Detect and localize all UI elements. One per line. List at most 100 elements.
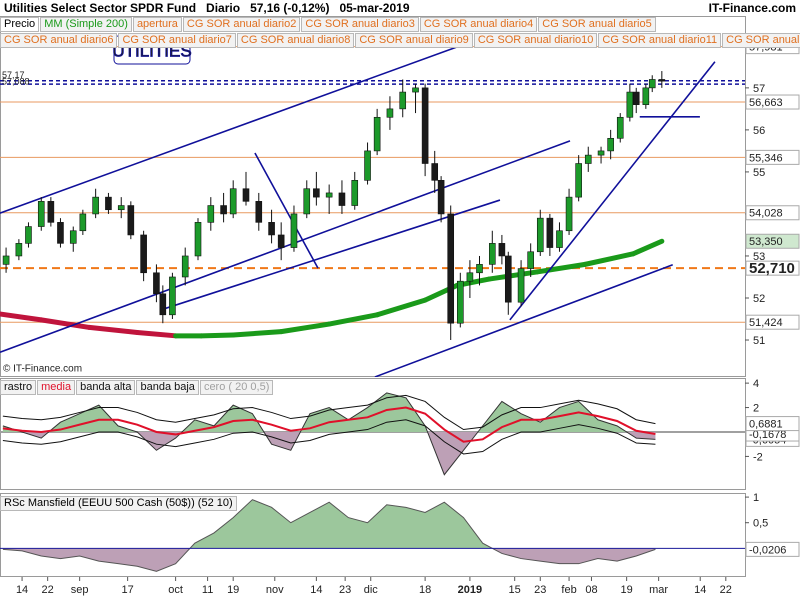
value-label: -0,0206 xyxy=(749,544,786,556)
x-tick-label: mar xyxy=(649,584,668,596)
x-tick-label: dic xyxy=(364,584,379,596)
x-tick-label: feb xyxy=(561,584,576,596)
candle-body xyxy=(642,87,650,105)
legend-item: CG SOR anual diario8 xyxy=(236,33,355,48)
candle-body xyxy=(229,188,237,215)
candle-body xyxy=(194,222,202,257)
ma-segment xyxy=(582,251,636,267)
candle-body xyxy=(457,280,464,324)
candle-body xyxy=(159,293,167,316)
candle-body xyxy=(351,180,359,206)
legend-item: MM (Simple 200) xyxy=(40,17,132,32)
candle-body xyxy=(584,154,592,164)
candle-body xyxy=(386,108,394,118)
x-tick-label: 17 xyxy=(122,584,134,596)
ma-segment xyxy=(38,317,92,330)
trend-line xyxy=(0,45,461,214)
value-label-box xyxy=(745,205,800,221)
legend-item: CG SOR anual diario2 xyxy=(182,17,301,32)
ma-segment xyxy=(486,269,540,282)
candle-body xyxy=(69,230,77,244)
legend-item: CG SOR anual diario10 xyxy=(473,33,598,48)
candle-body xyxy=(338,192,346,206)
period: Diario xyxy=(206,1,241,15)
trend-line xyxy=(254,152,319,269)
value-label-box xyxy=(745,94,800,110)
candle-body xyxy=(632,91,640,105)
x-tick-label: oct xyxy=(168,584,183,596)
area-negative xyxy=(2,548,656,572)
brand: IT-Finance.com xyxy=(708,1,796,15)
candle-body xyxy=(117,205,125,211)
candle-body xyxy=(325,192,333,198)
candle-body xyxy=(207,205,215,223)
area-positive xyxy=(2,499,656,549)
candle-body xyxy=(488,243,496,265)
value-label: 0,6881 xyxy=(749,418,783,430)
candle-body xyxy=(546,217,554,248)
candle-body xyxy=(47,201,55,223)
x-tick-label: 2019 xyxy=(458,584,482,596)
candle-body xyxy=(648,79,656,89)
candle-body xyxy=(437,180,445,215)
ma-segment xyxy=(534,261,588,275)
candle-body xyxy=(140,234,147,274)
value-label: 51,424 xyxy=(749,317,783,329)
ma-segment xyxy=(134,329,179,339)
candle-body xyxy=(527,251,534,269)
candle-body xyxy=(412,87,419,93)
x-tick-label: sep xyxy=(71,584,89,596)
candle-body xyxy=(92,196,99,215)
legend-item: banda alta xyxy=(76,380,136,395)
ref-label: 57,17 xyxy=(2,70,25,80)
value-label: -0,1678 xyxy=(749,429,786,441)
trend-line xyxy=(374,264,673,377)
y-tick-label: 52 xyxy=(753,293,765,305)
candle-body xyxy=(565,196,573,232)
x-tick-label: 18 xyxy=(419,584,431,596)
trend-line xyxy=(159,199,501,311)
ma-segment xyxy=(198,332,236,339)
y-tick-label: 1 xyxy=(753,492,759,504)
series-line xyxy=(2,394,656,431)
candle-body xyxy=(25,226,32,244)
legend-row: RSc Mansfield (EEUU 500 Cash (50$)) (52 … xyxy=(0,496,238,511)
legend-item: CG SOR anual diario11 xyxy=(598,33,722,48)
x-tick-label: nov xyxy=(266,584,284,596)
legend-row: Precio MM (Simple 200) apertura CG SOR anua… xyxy=(0,17,657,32)
value-label-box xyxy=(745,260,800,276)
title: Utilities Select Sector SPDR Fund xyxy=(4,1,197,15)
y-tick-label: 4 xyxy=(753,378,759,390)
x-tick-label: 14 xyxy=(16,584,28,596)
candle-body xyxy=(277,234,285,248)
candle-body xyxy=(153,272,160,295)
candle-body xyxy=(220,205,227,215)
candle-body xyxy=(626,91,634,118)
candle-body xyxy=(268,222,275,236)
value-label-box xyxy=(745,541,800,557)
y-tick-label: 57 xyxy=(753,83,765,95)
candle-body xyxy=(466,272,474,282)
value-label: 55,346 xyxy=(749,152,783,164)
legend-item: apertura xyxy=(132,17,182,32)
value-label-box xyxy=(745,416,800,432)
trend-line xyxy=(0,140,571,353)
x-tick-label: 15 xyxy=(509,584,521,596)
y-tick-label: 55 xyxy=(753,167,765,179)
candle-body xyxy=(127,205,135,236)
panel-plot xyxy=(0,392,745,476)
value-label: 53,350 xyxy=(749,236,783,248)
copyright: © IT-Finance.com xyxy=(3,364,82,375)
candle-body xyxy=(169,276,176,316)
legend-item: cero ( 20 0,5) xyxy=(199,380,274,395)
ma-segment xyxy=(278,321,332,335)
candle-body xyxy=(536,217,544,253)
candle-body xyxy=(504,255,512,303)
price: 57,16 (-0,12%) xyxy=(250,1,330,15)
x-tick-label: 19 xyxy=(227,584,239,596)
candle-body xyxy=(290,213,298,248)
ma-segment xyxy=(374,297,428,318)
candle-body xyxy=(556,230,563,248)
